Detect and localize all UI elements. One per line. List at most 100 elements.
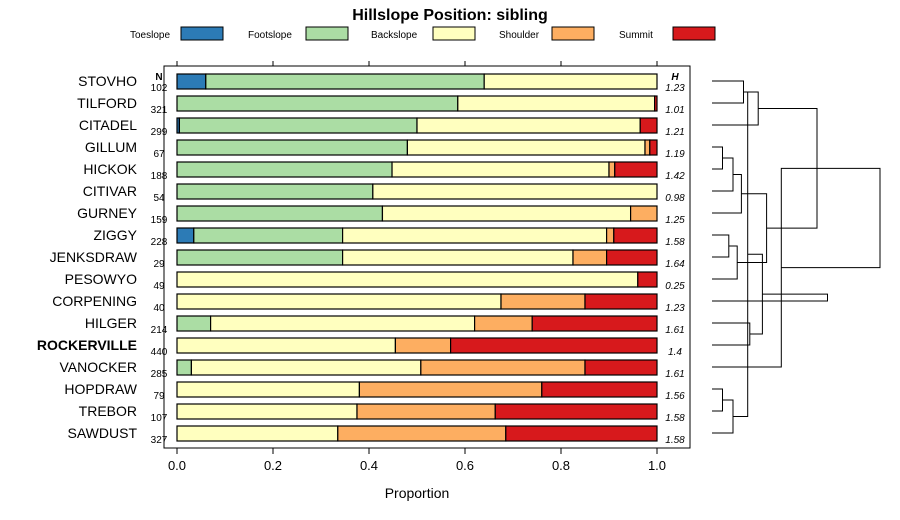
category-label: TILFORD (77, 95, 137, 111)
n-value: 40 (153, 303, 165, 314)
legend: Toeslope Footslope Backslope Shoulder Summit (130, 26, 716, 41)
dendrogram-link (747, 253, 763, 335)
category-label: ROCKERVILLE (37, 337, 137, 353)
dendrogram-link (712, 388, 723, 412)
bar-segment-backslope (176, 425, 339, 442)
bar-segment-toeslope (176, 73, 207, 90)
dendrogram-link (712, 245, 738, 280)
bar-segment-shoulder (500, 293, 586, 310)
n-value: 67 (153, 149, 165, 160)
n-value: 54 (153, 193, 165, 204)
bar-segment-backslope (176, 381, 360, 398)
bar-segment-summit (639, 117, 658, 134)
bar-segment-shoulder (356, 403, 496, 420)
bar-segment-toeslope (176, 227, 195, 244)
bar-segment-summit (613, 227, 658, 244)
h-value: 1.64 (665, 259, 685, 270)
legend-swatch-shoulder (551, 26, 595, 41)
h-header: H (671, 72, 679, 83)
bar-segment-backslope (342, 249, 574, 266)
category-label: CITADEL (79, 117, 137, 133)
h-value: 1.42 (665, 171, 685, 182)
bar-segment-shoulder (629, 205, 658, 222)
bar-segment-summit (653, 95, 658, 112)
category-label: VANOCKER (59, 359, 137, 375)
h-value: 1.58 (665, 435, 685, 446)
h-value: 0.98 (665, 193, 685, 204)
dendrogram-link (712, 293, 828, 302)
bar-segment-footslope (205, 73, 485, 90)
chart-title: Hillslope Position: sibling (352, 7, 548, 24)
x-axis-label: Proportion (385, 485, 450, 501)
bar-segment-backslope (176, 337, 396, 354)
bar-segment-footslope (176, 359, 192, 376)
dendrogram-link (712, 146, 723, 170)
bar-row-pesowyo (176, 271, 658, 288)
h-value: 1.61 (665, 369, 684, 380)
n-value: 285 (151, 369, 168, 380)
category-label: STOVHO (78, 73, 137, 89)
h-value: 1.61 (665, 325, 684, 336)
n-value: 214 (151, 325, 168, 336)
bar-segment-footslope (193, 227, 344, 244)
h-value: 1.19 (665, 149, 685, 160)
bar-segment-summit (450, 337, 658, 354)
bar-segment-shoulder (644, 139, 651, 156)
category-label: CORPENING (52, 293, 137, 309)
legend-swatch-backslope (432, 26, 476, 41)
bar-segment-summit (494, 403, 658, 420)
bar-segment-shoulder (337, 425, 507, 442)
bar-row-vanocker (176, 359, 658, 376)
bar-segment-footslope (178, 117, 418, 134)
n-value: 29 (153, 259, 165, 270)
x-tick-label: 0.6 (456, 458, 474, 473)
n-value: 159 (151, 215, 168, 226)
bar-row-sawdust (176, 425, 658, 442)
bar-segment-backslope (190, 359, 422, 376)
bar-segment-footslope (176, 161, 393, 178)
category-label: CITIVAR (83, 183, 137, 199)
bar-segment-summit (649, 139, 658, 156)
bar-row-gurney (176, 205, 658, 222)
bar-segment-footslope (176, 315, 212, 332)
n-value: 107 (151, 413, 168, 424)
h-value: 0.25 (665, 281, 685, 292)
n-value: 102 (151, 83, 168, 94)
plot-frame (163, 65, 691, 449)
bar-segment-backslope (176, 293, 502, 310)
bar-segment-shoulder (572, 249, 608, 266)
legend-label-summit: Summit (619, 30, 653, 41)
legend-label-toeslope: Toeslope (130, 30, 170, 41)
dendrogram-link (733, 91, 749, 417)
bar-segment-shoulder (420, 359, 586, 376)
bar-segment-backslope (176, 403, 358, 420)
category-label: HICKOK (83, 161, 137, 177)
h-value: 1.58 (665, 413, 685, 424)
top-axis-ticks (176, 61, 658, 66)
n-labels: 102 321 299 67 188 54 159 228 29 49 40 214 440 285 79 1… (151, 83, 168, 446)
n-value: 188 (151, 171, 168, 182)
x-tick-label: 0.4 (360, 458, 378, 473)
bar-segment-backslope (176, 271, 639, 288)
bar-row-corpening (176, 293, 658, 310)
h-value: 1.23 (665, 83, 685, 94)
bar-row-hopdraw (176, 381, 658, 398)
legend-swatch-summit (672, 26, 716, 41)
h-labels: 1.23 1.01 1.21 1.19 1.42 0.98 1.25 1.58 1.64 0.25… (665, 83, 685, 446)
bar-segment-backslope (210, 315, 476, 332)
dendrogram-link (712, 80, 744, 104)
h-value: 1.01 (665, 105, 684, 116)
dendrogram-link (712, 174, 742, 214)
bar-row-trebor (176, 403, 658, 420)
n-value: 299 (151, 127, 168, 138)
dendrogram-link (712, 234, 730, 258)
n-value: 321 (151, 105, 168, 116)
bar-segment-backslope (406, 139, 646, 156)
bar-row-ziggy (176, 227, 658, 244)
bar-segment-backslope (381, 205, 632, 222)
dendrogram (712, 80, 881, 434)
bar-segment-summit (505, 425, 658, 442)
bar-segment-summit (637, 271, 658, 288)
h-value: 1.23 (665, 303, 685, 314)
